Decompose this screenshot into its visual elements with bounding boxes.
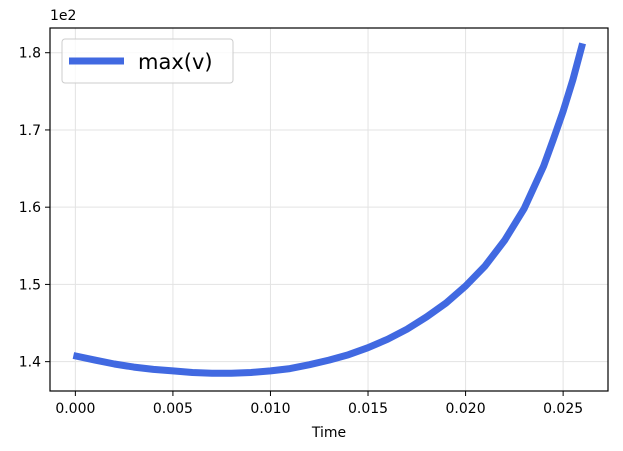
legend-box (61, 38, 234, 84)
axes-frame (49, 27, 609, 392)
x-tick-label: 0.000 (55, 401, 95, 417)
y-tick-label: 1.8 (19, 46, 41, 62)
y-tick-label: 1.6 (19, 200, 41, 216)
y-axis: 1.4 1.5 1.6 1.7 1.8 (19, 46, 50, 371)
grid (50, 28, 608, 391)
x-tick-label: 0.020 (446, 401, 486, 417)
x-tick-label: 0.015 (348, 401, 388, 417)
x-axis: 0.000 0.005 0.010 0.015 0.020 0.025 (55, 391, 583, 417)
legend-label: max(v) (138, 50, 213, 74)
x-axis-label: Time (311, 425, 346, 441)
y-tick-label: 1.4 (19, 355, 41, 371)
x-tick-label: 0.005 (153, 401, 193, 417)
legend: max(v) (61, 38, 234, 84)
y-tick-label: 1.7 (19, 123, 41, 139)
series-line (72, 42, 586, 377)
y-tick-label: 1.5 (19, 277, 41, 293)
series-layer (72, 42, 586, 377)
y-offset-label: 1e2 (50, 8, 76, 24)
x-tick-label: 0.010 (250, 401, 290, 417)
x-tick-label: 0.025 (543, 401, 583, 417)
